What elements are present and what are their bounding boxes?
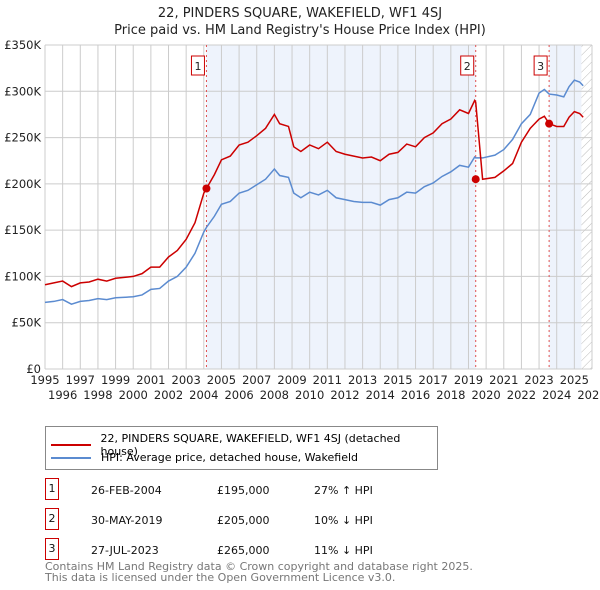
transaction-price: £195,000 bbox=[217, 484, 270, 497]
transaction-hpi-diff: 10% ↓ HPI bbox=[314, 514, 373, 527]
x-tick-label: 2026 bbox=[577, 388, 600, 402]
y-tick-label: £200K bbox=[4, 177, 41, 191]
sale-point bbox=[545, 119, 554, 128]
footer-line-2: This data is licensed under the Open Gov… bbox=[45, 571, 396, 584]
sale-label-box bbox=[460, 55, 475, 76]
transaction-date: 27-JUL-2023 bbox=[91, 544, 159, 557]
x-tick-label: 2021 bbox=[489, 373, 518, 387]
x-tick-label: 2018 bbox=[436, 388, 465, 402]
transaction-number: 2 bbox=[45, 508, 59, 530]
transaction-number: 1 bbox=[45, 478, 59, 500]
transaction-price: £265,000 bbox=[217, 544, 270, 557]
shaded-region bbox=[549, 45, 582, 369]
y-tick-label: £100K bbox=[4, 269, 41, 283]
x-tick-label: 2002 bbox=[154, 388, 183, 402]
x-tick-label: 2005 bbox=[207, 373, 236, 387]
transaction-price: £205,000 bbox=[217, 514, 270, 527]
x-tick-label: 2022 bbox=[507, 388, 536, 402]
x-tick-label: 2011 bbox=[313, 373, 342, 387]
legend-label: 22, PINDERS SQUARE, WAKEFIELD, WF1 4SJ (… bbox=[100, 432, 401, 458]
x-tick-label: 2003 bbox=[172, 373, 201, 387]
y-tick-label: £50K bbox=[12, 316, 42, 330]
footer-line-1: Contains HM Land Registry data © Crown c… bbox=[45, 560, 473, 573]
y-tick-label: £350K bbox=[4, 38, 41, 52]
sale-label: 2 bbox=[464, 60, 471, 73]
x-tick-label: 2009 bbox=[277, 373, 306, 387]
transaction-hpi-diff: 11% ↓ HPI bbox=[314, 544, 373, 557]
legend-swatch-red bbox=[51, 444, 91, 446]
price-chart: 1995199619971998199920002001200220032004… bbox=[4, 38, 600, 402]
x-tick-label: 2020 bbox=[471, 388, 500, 402]
x-tick-label: 2014 bbox=[366, 388, 395, 402]
x-tick-label: 2024 bbox=[542, 388, 571, 402]
legend-label: HPI: Average price, detached house, Wake… bbox=[101, 451, 359, 464]
sale-point bbox=[471, 175, 480, 184]
y-tick-label: £0 bbox=[26, 362, 41, 376]
sale-label-box bbox=[190, 55, 205, 76]
x-tick-label: 2016 bbox=[401, 388, 430, 402]
x-tick-label: 2019 bbox=[454, 373, 483, 387]
x-tick-label: 1998 bbox=[83, 388, 112, 402]
x-tick-label: 2010 bbox=[295, 388, 324, 402]
transaction-hpi-diff: 27% ↑ HPI bbox=[314, 484, 373, 497]
x-tick-label: 2015 bbox=[383, 373, 412, 387]
x-tick-label: 1995 bbox=[30, 373, 59, 387]
x-tick-label: 2008 bbox=[260, 388, 289, 402]
x-tick-label: 2006 bbox=[224, 388, 253, 402]
transaction-date: 26-FEB-2004 bbox=[91, 484, 162, 497]
x-tick-label: 2013 bbox=[348, 373, 377, 387]
sale-point bbox=[202, 184, 211, 193]
y-tick-label: £300K bbox=[4, 84, 41, 98]
x-tick-label: 2012 bbox=[330, 388, 359, 402]
x-tick-label: 2001 bbox=[136, 373, 165, 387]
legend-item-hpi: HPI: Average price, detached house, Wake… bbox=[51, 451, 358, 464]
x-tick-label: 2025 bbox=[560, 373, 589, 387]
x-tick-label: 2023 bbox=[524, 373, 553, 387]
x-tick-label: 2017 bbox=[419, 373, 448, 387]
x-tick-label: 2007 bbox=[242, 373, 271, 387]
sale-label: 3 bbox=[537, 60, 544, 73]
legend-swatch-blue bbox=[51, 456, 91, 459]
sale-label-box bbox=[533, 55, 548, 76]
x-tick-label: 1997 bbox=[66, 373, 95, 387]
transaction-date: 30-MAY-2019 bbox=[91, 514, 163, 527]
legend: 22, PINDERS SQUARE, WAKEFIELD, WF1 4SJ (… bbox=[45, 426, 438, 470]
sale-label: 1 bbox=[194, 60, 201, 73]
shaded-region bbox=[206, 45, 476, 369]
x-tick-label: 2000 bbox=[119, 388, 148, 402]
series-line bbox=[44, 79, 584, 306]
forecast-hatch bbox=[581, 45, 592, 369]
x-tick-label: 2004 bbox=[189, 388, 218, 402]
transaction-number: 3 bbox=[45, 538, 59, 560]
series-line bbox=[44, 98, 584, 288]
x-tick-label: 1996 bbox=[48, 388, 77, 402]
x-tick-label: 1999 bbox=[101, 373, 130, 387]
chart-subtitle: Price paid vs. HM Land Registry's House … bbox=[114, 23, 486, 38]
legend-item-price-paid: 22, PINDERS SQUARE, WAKEFIELD, WF1 4SJ (… bbox=[51, 432, 437, 458]
y-tick-label: £150K bbox=[4, 223, 41, 237]
y-tick-label: £250K bbox=[4, 131, 41, 145]
chart-title: 22, PINDERS SQUARE, WAKEFIELD, WF1 4SJ bbox=[157, 6, 443, 21]
